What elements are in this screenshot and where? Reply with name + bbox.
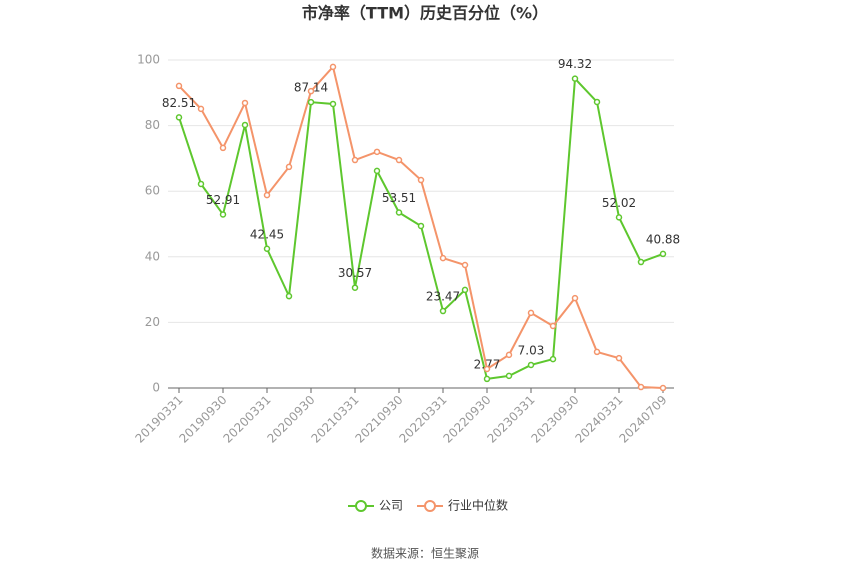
- point: [351, 156, 359, 164]
- point: [637, 258, 645, 266]
- data-label: 2.77: [474, 357, 501, 371]
- data-label: 42.45: [250, 227, 284, 241]
- point: [351, 284, 359, 291]
- point: [505, 351, 513, 359]
- data-label: 82.51: [162, 96, 196, 110]
- point: [439, 254, 447, 262]
- point: [549, 355, 557, 363]
- point: [285, 163, 293, 171]
- point: [329, 100, 337, 108]
- data-label: 40.88: [646, 232, 680, 246]
- legend-marker: [424, 500, 437, 512]
- source: 数据来源：恒生聚源: [371, 546, 479, 561]
- point: [483, 365, 491, 373]
- x-tick-label: 20240709: [617, 393, 670, 446]
- y-tick-label: 100: [137, 53, 160, 67]
- point: [505, 372, 513, 380]
- point: [593, 348, 601, 356]
- point: [483, 375, 491, 383]
- point: [461, 286, 469, 294]
- y-tick-label: 80: [145, 118, 160, 132]
- point: [615, 354, 623, 362]
- point: [175, 82, 183, 90]
- point: [285, 292, 293, 300]
- point: [373, 148, 381, 156]
- data-label: 94.32: [558, 57, 592, 71]
- point: [373, 167, 381, 175]
- data-label: 87.14: [294, 81, 328, 95]
- data-label: 23.47: [426, 290, 460, 304]
- point: [307, 98, 315, 106]
- point: [241, 121, 249, 129]
- point: [637, 383, 645, 391]
- point: [197, 105, 205, 113]
- point: [615, 214, 623, 221]
- y-tick-label: 20: [145, 315, 160, 329]
- point: [549, 322, 557, 330]
- point: [219, 144, 227, 152]
- chart-title: 市净率（TTM）历史百分位（%）: [302, 4, 548, 23]
- data-label: 52.91: [206, 193, 240, 207]
- point: [417, 176, 425, 184]
- data-label: 30.57: [338, 266, 372, 280]
- point: [527, 361, 535, 369]
- y-tick-label: 0: [152, 381, 160, 395]
- legend-label: 行业中位数: [448, 498, 508, 513]
- point: [219, 211, 227, 218]
- point: [329, 63, 337, 71]
- point: [527, 309, 535, 317]
- point: [307, 87, 315, 95]
- point: [439, 307, 447, 315]
- point: [395, 209, 403, 216]
- point: [263, 191, 271, 199]
- point: [659, 384, 667, 392]
- point: [593, 98, 601, 106]
- point: [241, 99, 249, 107]
- point: [417, 222, 425, 230]
- point: [461, 261, 469, 269]
- point: [395, 156, 403, 164]
- point: [659, 250, 667, 258]
- legend-label: 公司: [379, 499, 403, 513]
- legend-marker: [355, 500, 367, 512]
- point: [197, 180, 205, 188]
- point: [571, 294, 579, 302]
- y-tick-label: 40: [145, 249, 160, 263]
- data-label: 52.02: [602, 196, 636, 210]
- y-tick-label: 60: [145, 184, 160, 198]
- data-label: 7.03: [518, 343, 545, 357]
- point: [175, 114, 183, 121]
- data-label: 53.51: [382, 191, 416, 205]
- point: [263, 245, 271, 253]
- point: [571, 75, 579, 82]
